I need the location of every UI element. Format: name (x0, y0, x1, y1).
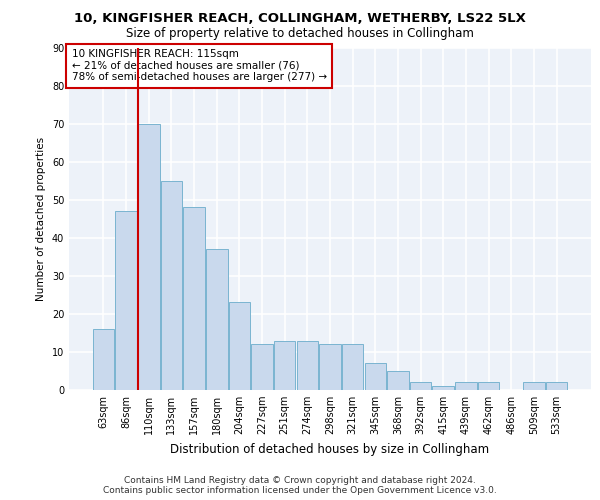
Bar (229, 302, 250, 390)
Bar (184, 208, 205, 390)
Bar (365, 364, 386, 390)
Bar (387, 371, 409, 390)
Y-axis label: Number of detached properties: Number of detached properties (36, 136, 46, 301)
Bar (478, 382, 499, 390)
Bar (115, 211, 137, 390)
Bar (433, 386, 454, 390)
Bar (523, 382, 545, 390)
Bar (138, 124, 160, 390)
Bar (161, 180, 182, 390)
X-axis label: Distribution of detached houses by size in Collingham: Distribution of detached houses by size … (170, 442, 490, 456)
Bar (206, 249, 227, 390)
Text: Contains public sector information licensed under the Open Government Licence v3: Contains public sector information licen… (103, 486, 497, 495)
Bar (296, 340, 318, 390)
Bar (274, 340, 295, 390)
Text: 10, KINGFISHER REACH, COLLINGHAM, WETHERBY, LS22 5LX: 10, KINGFISHER REACH, COLLINGHAM, WETHER… (74, 12, 526, 26)
Text: 10 KINGFISHER REACH: 115sqm
← 21% of detached houses are smaller (76)
78% of sem: 10 KINGFISHER REACH: 115sqm ← 21% of det… (71, 49, 327, 82)
Bar (319, 344, 341, 390)
Bar (455, 382, 476, 390)
Bar (251, 344, 273, 390)
Text: Size of property relative to detached houses in Collingham: Size of property relative to detached ho… (126, 28, 474, 40)
Bar (410, 382, 431, 390)
Bar (546, 382, 567, 390)
Bar (342, 344, 364, 390)
Bar (93, 329, 114, 390)
Text: Contains HM Land Registry data © Crown copyright and database right 2024.: Contains HM Land Registry data © Crown c… (124, 476, 476, 485)
